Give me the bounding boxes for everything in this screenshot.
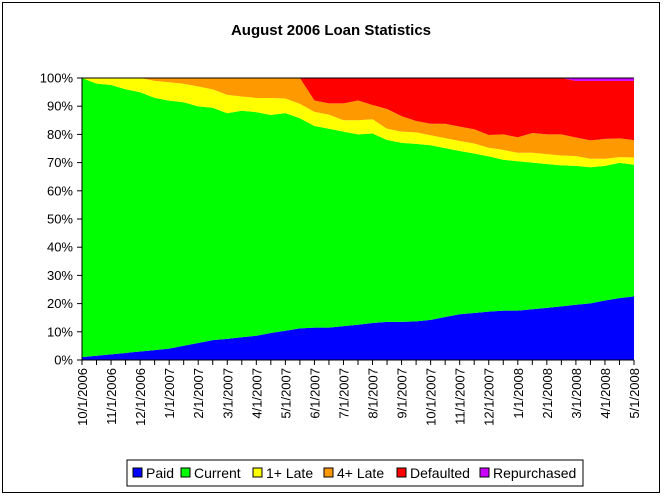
x-tick-label: 11/1/2007 [453, 368, 468, 425]
y-tick-label: 20% [47, 296, 73, 311]
x-tick-label: 1/1/2008 [511, 368, 526, 419]
chart-title: August 2006 Loan Statistics [231, 22, 431, 39]
x-tick-label: 11/1/2006 [104, 368, 119, 425]
x-tick-label: 5/1/2007 [278, 368, 293, 419]
y-tick-label: 90% [47, 99, 73, 114]
legend-label-1-late: 1+ Late [266, 465, 313, 481]
area-current [82, 78, 634, 358]
x-tick-label: 4/1/2007 [249, 368, 264, 419]
legend-label-4-late: 4+ Late [337, 465, 384, 481]
y-tick-label: 0% [54, 353, 73, 368]
y-tick-label: 10% [47, 324, 73, 339]
y-tick-label: 30% [47, 268, 73, 283]
x-tick-label: 12/1/2007 [482, 368, 497, 426]
x-tick-label: 8/1/2007 [366, 368, 381, 419]
legend-swatch-1-late [252, 467, 263, 478]
x-tick-label: 3/1/2007 [220, 368, 235, 419]
y-tick-label: 50% [47, 212, 73, 227]
x-tick-label: 7/1/2007 [336, 368, 351, 419]
x-tick-label: 2/1/2008 [540, 368, 555, 419]
y-tick-label: 40% [47, 240, 73, 255]
x-tick-label: 9/1/2007 [395, 368, 410, 419]
x-tick-label: 2/1/2007 [191, 368, 206, 419]
y-tick-label: 80% [47, 127, 73, 142]
legend-label-current: Current [194, 465, 241, 481]
x-tick-label: 10/1/2006 [75, 368, 90, 426]
x-tick-label: 3/1/2008 [569, 368, 584, 419]
plot-areas [82, 77, 634, 360]
y-tick-label: 60% [47, 183, 73, 198]
area-1-late [82, 78, 634, 168]
x-tick-label: 12/1/2006 [133, 368, 148, 426]
y-tick-label: 100% [40, 71, 74, 86]
axes: 0% 10% 20% 30% 40% 50% 60% 70% 80% 90% 100% 10/1/20… [40, 71, 642, 426]
legend-label-defaulted: Defaulted [410, 465, 470, 481]
legend-label-paid: Paid [146, 465, 174, 481]
y-tick-label: 70% [47, 155, 73, 170]
legend-label-repurchased: Repurchased [493, 465, 576, 481]
legend-swatch-4-late [323, 467, 334, 478]
x-tick-label: 10/1/2007 [424, 368, 439, 426]
legend-swatch-paid [132, 467, 143, 478]
x-tick-label: 4/1/2008 [598, 368, 613, 419]
x-tick-label: 6/1/2007 [307, 368, 322, 419]
legend: Paid Current 1+ Late 4+ Late Defaulted Repurc… [126, 459, 584, 487]
legend-swatch-repurchased [479, 467, 490, 478]
legend-swatch-defaulted [396, 467, 407, 478]
legend-swatch-current [180, 467, 191, 478]
x-tick-label: 5/1/2008 [627, 368, 642, 419]
legend-box [126, 459, 584, 487]
area-paid [82, 296, 634, 360]
area-4-late [82, 78, 634, 159]
x-tick-label: 1/1/2007 [162, 368, 177, 419]
area-defaulted [82, 78, 634, 141]
